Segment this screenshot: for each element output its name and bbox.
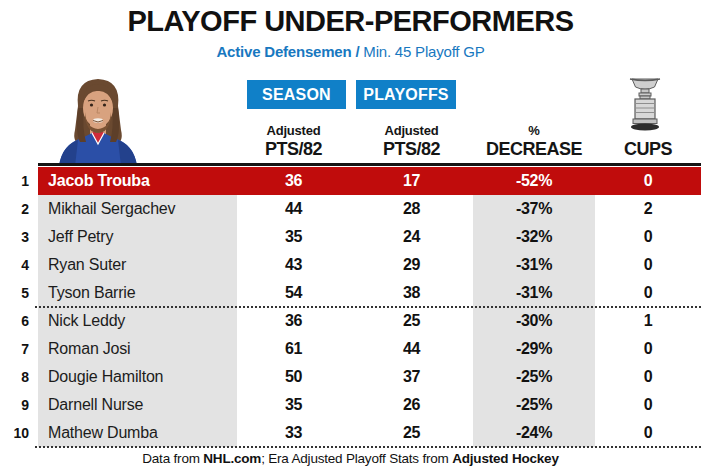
playoffs-adjusted-label: Adjusted [384, 123, 438, 138]
cups-count: 0 [595, 251, 701, 279]
jacob-trouba-headshot [45, 74, 151, 166]
table-row: 2 Mikhail Sergachev 44 28 -37% 2 [0, 195, 701, 223]
playoffs-pts: 44 [350, 335, 473, 363]
pct-decrease: -37% [473, 195, 595, 223]
source-adjusted-hockey: Adjusted Hockey [452, 451, 559, 466]
tab-season[interactable]: SEASON [247, 80, 346, 109]
source-text: Data from [142, 451, 203, 466]
playoffs-pts: 29 [350, 251, 473, 279]
cups-count: 0 [595, 279, 701, 307]
pct-decrease: -32% [473, 223, 595, 251]
season-pts: 44 [237, 195, 350, 223]
playoffs-pts: 25 [350, 419, 473, 447]
column-header-pct-decrease: % DECREASE [473, 111, 595, 158]
season-adjusted-label: Adjusted [266, 123, 320, 138]
player-name: Darnell Nurse [38, 391, 237, 419]
season-pts: 61 [237, 335, 350, 363]
cups-label: CUPS [624, 140, 672, 158]
header-divider-line [38, 163, 701, 166]
rank-cell: 4 [0, 251, 38, 279]
cups-count: 0 [595, 363, 701, 391]
rank-cell: 5 [0, 279, 38, 307]
pct-decrease: -31% [473, 251, 595, 279]
tab-playoffs[interactable]: PLAYOFFS [356, 80, 456, 109]
table-row: 7 Roman Josi 61 44 -29% 0 [0, 335, 701, 363]
season-pts: 54 [237, 279, 350, 307]
rank-cell: 3 [0, 223, 38, 251]
pct-decrease: -25% [473, 391, 595, 419]
player-name: Nick Leddy [38, 307, 237, 335]
subtitle-category: Active Defensemen / [216, 43, 359, 60]
rank-cell: 7 [0, 335, 38, 363]
playoffs-pts: 26 [350, 391, 473, 419]
rank-cell: 1 [0, 167, 38, 195]
season-pts: 43 [237, 251, 350, 279]
season-pts82-label: PTS/82 [265, 140, 322, 158]
player-name: Tyson Barrie [38, 279, 237, 307]
pct-decrease: -30% [473, 307, 595, 335]
page-subtitle: Active Defensemen / Min. 45 Playoff GP [0, 43, 701, 60]
player-name: Roman Josi [38, 335, 237, 363]
rank-cell: 10 [0, 419, 38, 447]
page-title: PLAYOFF UNDER-PERFORMERS [0, 5, 701, 38]
playoffs-pts: 37 [350, 363, 473, 391]
table-row: 6 Nick Leddy 36 25 -30% 1 [0, 307, 701, 335]
playoffs-pts82-label: PTS/82 [383, 140, 440, 158]
playoffs-pts: 24 [350, 223, 473, 251]
cups-count: 0 [595, 223, 701, 251]
cups-count: 0 [595, 391, 701, 419]
subtitle-qualifier: Min. 45 Playoff GP [359, 43, 484, 60]
playoffs-pts: 25 [350, 307, 473, 335]
cups-count: 0 [595, 167, 701, 195]
playoffs-pts: 28 [350, 195, 473, 223]
table-row: 3 Jeff Petry 35 24 -32% 0 [0, 223, 701, 251]
pct-decrease: -31% [473, 279, 595, 307]
table-row: 8 Dougie Hamilton 50 37 -25% 0 [0, 363, 701, 391]
cups-count: 0 [595, 419, 701, 447]
column-header-season-pts: Adjusted PTS/82 [237, 111, 350, 158]
player-name: Mikhail Sergachev [38, 195, 237, 223]
table-row: 4 Ryan Suter 43 29 -31% 0 [0, 251, 701, 279]
cups-count: 2 [595, 195, 701, 223]
season-pts: 35 [237, 391, 350, 419]
infographic-playoff-underperformers: PLAYOFF UNDER-PERFORMERS Active Defensem… [0, 0, 701, 473]
table-row: 10 Mathew Dumba 33 25 -24% 0 [0, 419, 701, 447]
player-name: Dougie Hamilton [38, 363, 237, 391]
season-pts: 35 [237, 223, 350, 251]
player-name: Jacob Trouba [38, 167, 237, 195]
dotted-divider-top5 [35, 306, 701, 308]
column-header-playoffs-pts: Adjusted PTS/82 [350, 111, 473, 158]
cups-count: 0 [595, 335, 701, 363]
season-pts: 36 [237, 307, 350, 335]
source-credit: Data from NHL.com; Era Adjusted Playoff … [0, 451, 701, 466]
player-name: Ryan Suter [38, 251, 237, 279]
dotted-divider-bottom [35, 446, 701, 448]
decrease-label: DECREASE [486, 140, 582, 158]
rank-cell: 6 [0, 307, 38, 335]
table-row-jacob-trouba: 1 Jacob Trouba 36 17 -52% 0 [0, 167, 701, 195]
rank-cell: 9 [0, 391, 38, 419]
table-row: 9 Darnell Nurse 35 26 -25% 0 [0, 391, 701, 419]
playoffs-pts: 17 [350, 167, 473, 195]
table-row: 5 Tyson Barrie 54 38 -31% 0 [0, 279, 701, 307]
pct-decrease: -52% [473, 167, 595, 195]
cups-count: 1 [595, 307, 701, 335]
stanley-cup-icon [622, 77, 668, 133]
season-pts: 50 [237, 363, 350, 391]
rank-cell: 2 [0, 195, 38, 223]
source-text: ; Era Adjusted Playoff Stats from [261, 451, 452, 466]
player-name: Jeff Petry [38, 223, 237, 251]
pct-decrease: -24% [473, 419, 595, 447]
pct-decrease: -29% [473, 335, 595, 363]
pct-decrease: -25% [473, 363, 595, 391]
season-pts: 33 [237, 419, 350, 447]
playoffs-pts: 38 [350, 279, 473, 307]
player-name: Mathew Dumba [38, 419, 237, 447]
percent-symbol-label: % [528, 123, 539, 138]
season-pts: 36 [237, 167, 350, 195]
source-nhl: NHL.com [203, 451, 261, 466]
rank-cell: 8 [0, 363, 38, 391]
